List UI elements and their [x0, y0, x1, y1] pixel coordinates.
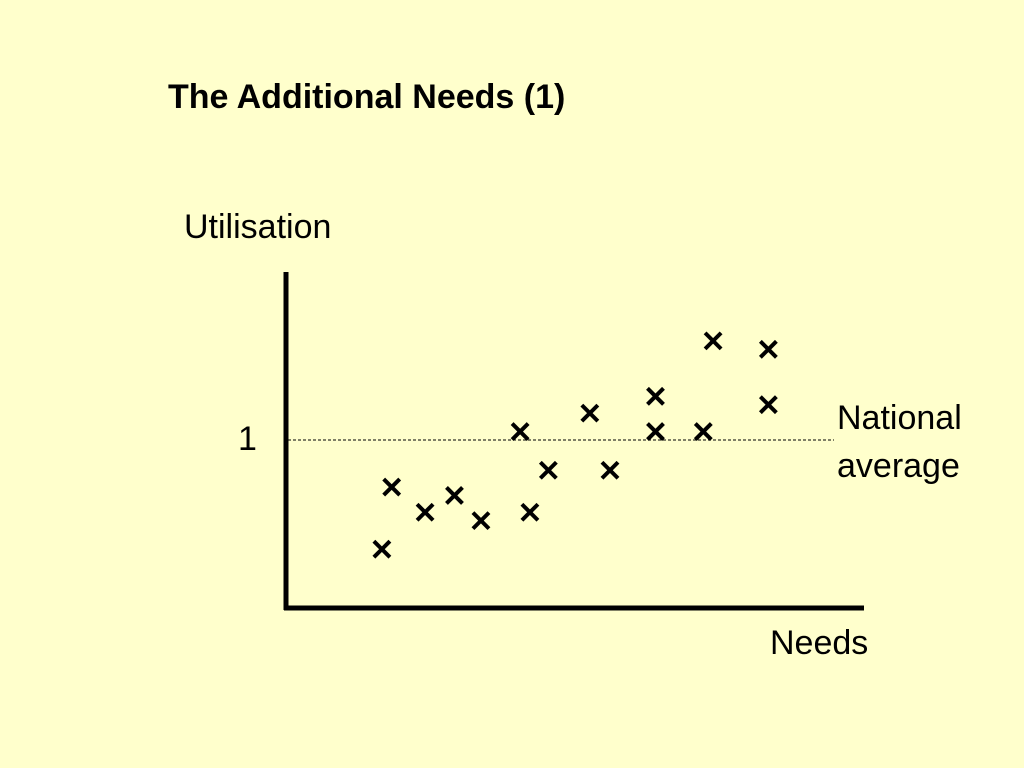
data-point-11 [646, 386, 665, 406]
data-point-15 [758, 339, 778, 359]
data-point-4 [445, 486, 464, 505]
data-point-stroke [758, 339, 778, 359]
data-point-stroke [372, 539, 392, 559]
national-average-label: National average [837, 394, 962, 490]
data-point-9 [580, 403, 600, 423]
data-point-5 [471, 511, 491, 531]
data-point-stroke [520, 502, 540, 522]
data-point-stroke [693, 422, 713, 442]
data-point-8 [538, 460, 558, 480]
data-point-stroke [758, 395, 778, 415]
data-point-stroke [600, 460, 620, 480]
data-point-3 [415, 502, 435, 522]
data-point-stroke [703, 331, 723, 351]
data-point-stroke [382, 477, 402, 497]
national-average-label-line1: National [837, 399, 962, 437]
data-point-stroke [471, 511, 491, 531]
data-point-12 [646, 422, 665, 442]
national-average-label-line2: average [837, 447, 960, 485]
data-point-stroke [646, 386, 665, 406]
data-point-stroke [538, 460, 558, 480]
slide-title: The Additional Needs (1) [168, 78, 566, 116]
data-points [372, 331, 778, 559]
data-point-6 [510, 422, 530, 442]
data-point-stroke [646, 422, 665, 442]
data-point-stroke [445, 486, 464, 505]
data-point-14 [703, 331, 723, 351]
data-point-stroke [510, 422, 530, 442]
data-point-stroke [415, 502, 435, 522]
x-axis-label: Needs [770, 624, 869, 662]
data-point-2 [382, 477, 402, 497]
data-point-1 [372, 539, 392, 559]
y-axis-label: Utilisation [184, 208, 332, 246]
data-point-10 [600, 460, 620, 480]
data-point-7 [520, 502, 540, 522]
data-point-stroke [580, 403, 600, 423]
data-point-13 [693, 422, 713, 442]
data-point-16 [758, 395, 778, 415]
y-tick-label-1: 1 [238, 420, 257, 458]
